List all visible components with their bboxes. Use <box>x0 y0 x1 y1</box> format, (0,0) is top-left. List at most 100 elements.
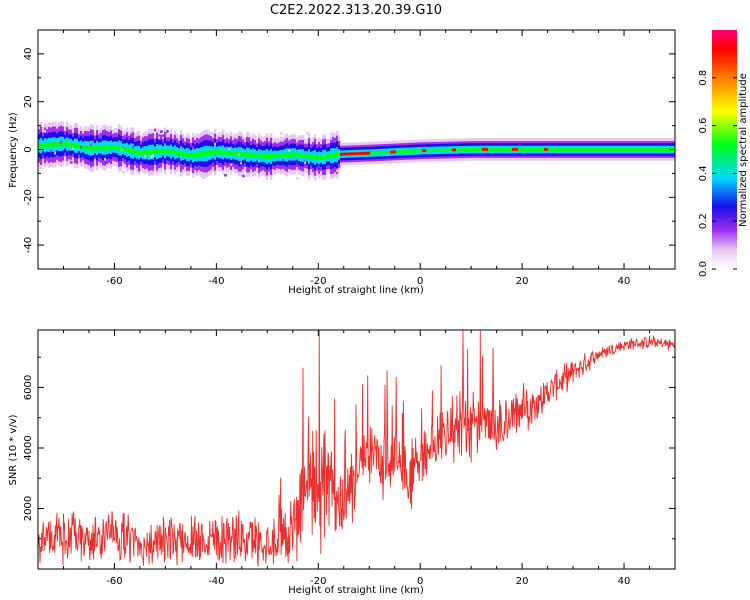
heatmap-cell <box>644 147 647 152</box>
heatmap-cell <box>328 154 331 159</box>
heatmap-cell <box>480 147 483 152</box>
heatmap-cell <box>198 152 201 157</box>
heatmap-cell <box>438 148 441 152</box>
heatmap-cell <box>114 144 117 150</box>
heatmap-cell <box>566 147 569 152</box>
x-tick-label: -40 <box>208 576 224 587</box>
heatmap-cell <box>66 141 69 147</box>
snr-x-axis-title: Height of straight line (km) <box>288 585 424 596</box>
heatmap-cell <box>234 151 237 156</box>
heatmap-cell <box>230 150 233 156</box>
heatmap-cell <box>370 151 373 155</box>
heatmap-cell <box>514 148 517 151</box>
x-tick-label: 0 <box>417 576 423 587</box>
heatmap-cell <box>604 147 607 152</box>
heatmap-cell <box>178 151 181 155</box>
heatmap-cell <box>496 147 499 152</box>
heatmap-cell <box>140 151 143 155</box>
heatmap-cell <box>150 149 153 155</box>
heatmap-cell <box>142 150 145 156</box>
heatmap-cell <box>278 153 281 158</box>
heatmap-cell <box>256 153 259 158</box>
heatmap-speck <box>242 174 245 178</box>
heatmap-cell <box>128 148 131 153</box>
heatmap-cell <box>432 148 435 152</box>
heatmap-cell <box>126 147 129 153</box>
heatmap-cell <box>502 147 505 152</box>
heatmap-cell <box>614 147 617 152</box>
heatmap-cell <box>92 145 95 151</box>
heatmap-cell <box>86 145 89 151</box>
heatmap-cell <box>500 147 503 152</box>
heatmap-cell <box>356 152 359 156</box>
heatmap-cell <box>394 150 397 154</box>
heatmap-cell <box>602 147 605 152</box>
heatmap-cell <box>600 147 603 152</box>
heatmap-cell <box>296 152 299 157</box>
heatmap-cell <box>478 147 481 152</box>
heatmap-cell <box>598 147 601 152</box>
heatmap-cell <box>160 148 163 154</box>
spectrogram-y-axis-title: Frequency (Hz) <box>8 112 19 188</box>
heatmap-cell <box>458 148 461 152</box>
heatmap-cell <box>368 151 371 155</box>
spectrogram-panel: -60 -40 -20 0 20 40 -40 -20 0 20 40 Height of str… <box>8 29 676 296</box>
heatmap-cell <box>462 148 465 152</box>
heatmap-cell <box>170 148 173 155</box>
x-tick-label: -40 <box>208 276 224 287</box>
heatmap-cell <box>44 142 47 149</box>
heatmap-cell <box>412 149 415 153</box>
heatmap-cell <box>380 151 383 155</box>
y-tick-label: 20 <box>23 95 34 108</box>
heatmap-cell <box>138 150 141 156</box>
heatmap-cell <box>400 150 403 154</box>
heatmap-cell <box>446 148 449 152</box>
heatmap-cell <box>262 154 265 159</box>
heatmap-cell <box>656 147 659 152</box>
heatmap-cell <box>666 147 669 152</box>
heatmap-cell <box>192 152 195 158</box>
heatmap-cell <box>288 152 291 157</box>
heatmap-speck <box>224 173 227 177</box>
heatmap-cell <box>416 149 419 153</box>
heatmap-cell <box>430 148 433 152</box>
heatmap-cell <box>164 148 167 154</box>
heatmap-cell <box>652 147 655 152</box>
heatmap-cell <box>78 144 81 149</box>
heatmap-cell <box>248 152 251 158</box>
heatmap-cell <box>422 149 425 153</box>
heatmap-cell <box>214 149 217 155</box>
heatmap-cell <box>482 148 485 151</box>
heatmap-cell <box>392 150 395 154</box>
heatmap-cell <box>186 152 189 158</box>
heatmap-cell <box>136 149 139 155</box>
colorbar: 0.0 0.2 0.4 0.6 0.8 Normalized spectral ampl… <box>698 30 749 277</box>
heatmap-speck <box>296 176 299 180</box>
heatmap-cell <box>318 155 321 161</box>
heatmap-cell <box>310 154 313 159</box>
heatmap-cell <box>564 147 567 152</box>
heatmap-cell <box>40 142 43 149</box>
heatmap-cell <box>280 153 283 158</box>
heatmap-cell <box>522 147 525 152</box>
heatmap-cell <box>212 150 215 155</box>
heatmap-cell <box>68 142 71 147</box>
heatmap-speck <box>122 170 125 174</box>
snr-y-axis-title: SNR (10 * v/v) <box>8 414 19 485</box>
heatmap-cell <box>518 147 521 152</box>
heatmap-cell <box>424 149 427 153</box>
heatmap-cell <box>558 147 561 152</box>
heatmap-cell <box>232 151 235 156</box>
heatmap-cell <box>184 152 187 157</box>
heatmap-cell <box>658 147 661 152</box>
heatmap-cell <box>204 150 207 157</box>
heatmap-cell <box>336 151 339 158</box>
heatmap-cell <box>342 152 345 156</box>
heatmap-cell <box>584 147 587 152</box>
heatmap-cell <box>620 147 623 152</box>
heatmap-cell <box>48 142 51 148</box>
chart-title: C2E2.2022.313.20.39.G10 <box>270 3 442 18</box>
heatmap-cell <box>434 148 437 152</box>
heatmap-cell <box>332 152 335 159</box>
heatmap-cell <box>182 151 185 157</box>
